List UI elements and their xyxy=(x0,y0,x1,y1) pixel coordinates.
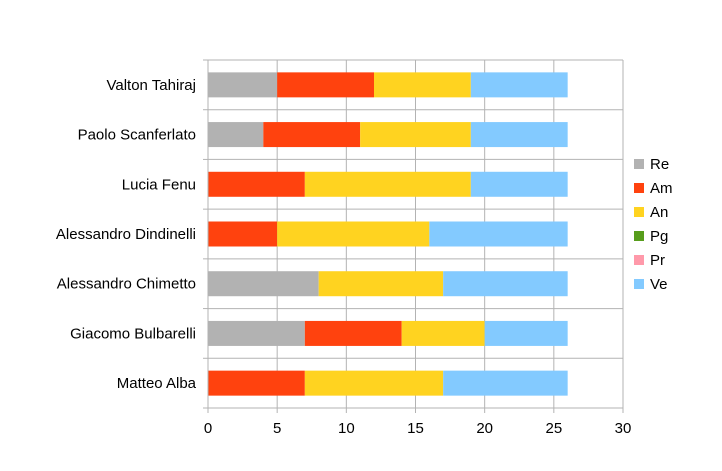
bar-segment-an xyxy=(401,320,485,346)
y-category-labels: Valton Tahiraj Paolo Scanferlato Lucia Fen… xyxy=(56,77,197,392)
x-tick-label: 0 xyxy=(204,420,212,437)
legend-swatch-am xyxy=(634,183,644,193)
legend-swatch-ve xyxy=(634,279,644,289)
x-tick-label: 5 xyxy=(273,420,281,437)
legend-swatch-pg xyxy=(634,231,644,241)
category-label: Giacomo Bulbarelli xyxy=(70,325,196,342)
legend-swatch-re xyxy=(634,159,644,169)
bar-segment-re xyxy=(208,271,319,297)
x-tick-label: 10 xyxy=(338,420,355,437)
bar-segment-an xyxy=(304,370,444,396)
bar-segment-ve xyxy=(470,171,568,197)
x-tick-label: 20 xyxy=(476,420,493,437)
bar-segment-am xyxy=(208,171,305,197)
bar-segment-ve xyxy=(443,271,568,297)
legend-label-pr: Pr xyxy=(650,252,665,269)
bar-segment-am xyxy=(277,72,374,98)
category-label: Matteo Alba xyxy=(117,375,197,392)
bar-segment-am xyxy=(208,221,278,247)
bar-segment-an xyxy=(304,171,471,197)
x-tick-label: 30 xyxy=(615,420,632,437)
bar-segment-ve xyxy=(429,221,568,247)
bar-segment-an xyxy=(360,122,471,148)
legend-swatch-pr xyxy=(634,255,644,265)
bars xyxy=(208,72,568,396)
legend-label-am: Am xyxy=(650,180,673,197)
category-label: Paolo Scanferlato xyxy=(78,127,196,144)
bar-segment-re xyxy=(208,72,278,98)
category-label: Valton Tahiraj xyxy=(106,77,196,94)
bar-segment-ve xyxy=(484,320,568,346)
category-label: Alessandro Chimetto xyxy=(57,276,196,293)
axes xyxy=(203,59,624,413)
legend-label-pg: Pg xyxy=(650,228,668,245)
x-tick-labels: 0 5 10 15 20 25 30 xyxy=(204,420,632,437)
x-tick-label: 15 xyxy=(407,420,424,437)
bar-segment-am xyxy=(304,320,402,346)
legend-label-re: Re xyxy=(650,156,669,173)
legend-label-an: An xyxy=(650,204,668,221)
bar-segment-ve xyxy=(470,122,568,148)
legend-swatch-an xyxy=(634,207,644,217)
bar-segment-ve xyxy=(443,370,568,396)
bar-segment-an xyxy=(374,72,471,98)
bar-segment-am xyxy=(263,122,361,148)
bar-segment-re xyxy=(208,320,305,346)
bar-segment-ve xyxy=(470,72,568,98)
legend: Re Am An Pg Pr Ve xyxy=(634,156,673,293)
bar-segment-an xyxy=(318,271,444,297)
bar-segment-re xyxy=(208,122,264,148)
category-label: Alessandro Dindinelli xyxy=(56,226,196,243)
bar-segment-am xyxy=(208,370,305,396)
legend-label-ve: Ve xyxy=(650,276,668,293)
category-label: Lucia Fenu xyxy=(122,176,196,193)
bar-segment-an xyxy=(277,221,430,247)
x-tick-label: 25 xyxy=(545,420,562,437)
